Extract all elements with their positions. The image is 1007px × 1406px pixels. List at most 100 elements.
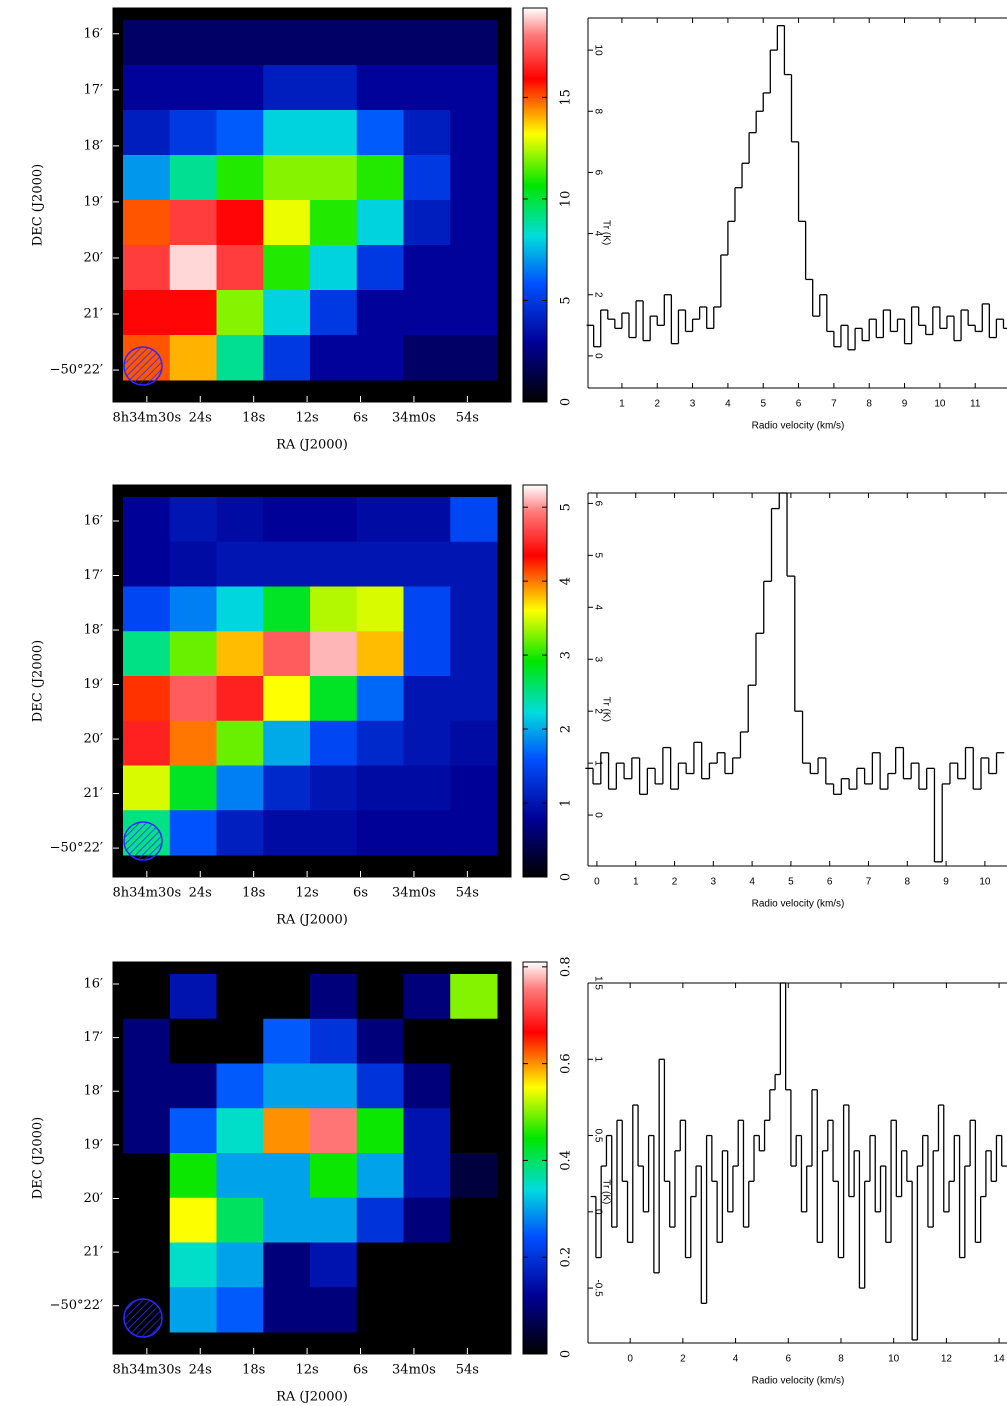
map-pixel (356, 1018, 404, 1064)
map-pixel (123, 1153, 171, 1199)
map-pixel (123, 974, 171, 1020)
map-pixel (450, 586, 498, 632)
x-tick-label: 10 (934, 399, 946, 410)
x-tick-label: 18s (242, 886, 265, 901)
y-tick-label: 2 (592, 708, 603, 714)
x-tick-label: 4 (725, 399, 731, 410)
y-tick-label: 19′ (84, 1137, 104, 1152)
map-pixel (123, 1242, 171, 1288)
map-pixel (123, 1108, 171, 1154)
y-tick-label: 18′ (84, 1084, 104, 1099)
map-pixel (216, 290, 264, 336)
map-pixel (450, 1197, 498, 1243)
map-pixel (169, 631, 217, 677)
map-pixel (263, 765, 311, 811)
map-pixel (310, 110, 358, 156)
y-axis-label: DEC (J2000) (31, 1117, 46, 1199)
y-tick-label: 10 (592, 45, 603, 57)
y-tick-label: 1 (592, 1056, 603, 1062)
colorbar-tick-label: 0.4 (559, 1150, 574, 1171)
y-tick-label: 8 (592, 108, 603, 114)
y-tick-label: 4 (592, 605, 603, 611)
x-tick-label: 6 (827, 877, 833, 888)
map-pixel (263, 541, 311, 587)
map-pixel (403, 1063, 451, 1109)
colorbar-tick-label: 5 (559, 296, 574, 304)
x-tick-label: 2 (672, 877, 678, 888)
map-pixel (216, 720, 264, 766)
map-pixel (310, 200, 358, 246)
x-tick-label: 0 (627, 1354, 633, 1365)
map-pixel (263, 1153, 311, 1199)
map-pixel (356, 200, 404, 246)
map-pixel (403, 245, 451, 291)
colorbar (522, 484, 548, 878)
map-pixel (169, 110, 217, 156)
map-pixel (403, 335, 451, 381)
map-pixel (169, 1242, 217, 1288)
map-pixel (403, 1153, 451, 1199)
y-tick-label: 17′ (84, 82, 104, 97)
y-tick-label: 21′ (84, 1245, 104, 1260)
map-pixel (403, 155, 451, 201)
map-pixel (169, 290, 217, 336)
map-pixel (450, 65, 498, 111)
x-tick-label: 24s (189, 886, 212, 901)
map-pixel (450, 720, 498, 766)
map-pixel (450, 765, 498, 811)
y-tick-label: 0.5 (592, 1129, 603, 1143)
y-tick-label: 2 (592, 292, 603, 298)
map-pixel (310, 631, 358, 677)
x-tick-label: 8 (838, 1354, 844, 1365)
y-axis-label: DEC (J2000) (31, 640, 46, 722)
map-pixel (356, 1063, 404, 1109)
map-pixel (216, 631, 264, 677)
y-tick-label: 6 (592, 501, 603, 507)
map-pixel (450, 110, 498, 156)
map-pixel (310, 1063, 358, 1109)
map-pixel (169, 1063, 217, 1109)
colorbar (522, 961, 548, 1355)
map-pixel (263, 1287, 311, 1333)
y-tick-label: 21′ (84, 786, 104, 801)
map-pixel (356, 245, 404, 291)
y-tick-label: 4 (592, 231, 603, 237)
map-pixel (216, 765, 264, 811)
y-tick-label: 20′ (84, 1191, 104, 1206)
colorbar-tick-label: 15 (559, 89, 574, 106)
x-tick-label: 8 (866, 399, 872, 410)
map-pixel (123, 1063, 171, 1109)
beam (123, 346, 163, 386)
y-tick-label: −50°22′ (50, 1298, 103, 1313)
x-tick-label: 6s (353, 1363, 368, 1378)
map-pixel (450, 1108, 498, 1154)
map-pixel (216, 1108, 264, 1154)
map-pixel (310, 586, 358, 632)
map-pixel (123, 65, 171, 111)
map-pixel (450, 1018, 498, 1064)
map-pixel (310, 765, 358, 811)
y-tick-label: 17′ (84, 1030, 104, 1045)
y-axis-label: Tr (K) (600, 697, 611, 722)
map-pixel (169, 497, 217, 543)
y-tick-label: 1 (592, 760, 603, 766)
map-pixel (216, 65, 264, 111)
map-pixel (403, 1108, 451, 1154)
map-pixel (216, 20, 264, 66)
y-tick-label: 0 (592, 353, 603, 359)
x-tick-label: 14 (994, 1354, 1006, 1365)
y-tick-label: 16′ (84, 976, 104, 991)
x-tick-label: 7 (831, 399, 837, 410)
y-tick-label: −50°22′ (50, 363, 103, 378)
map-pixel (450, 810, 498, 856)
x-tick-label: 6s (353, 886, 368, 901)
map-pixel (263, 676, 311, 722)
x-tick-label: 10 (979, 877, 991, 888)
map-pixel (263, 335, 311, 381)
map-pixel (356, 335, 404, 381)
map-pixel (216, 1153, 264, 1199)
map-pixel (403, 20, 451, 66)
map-pixel (450, 290, 498, 336)
map-pixel (169, 245, 217, 291)
